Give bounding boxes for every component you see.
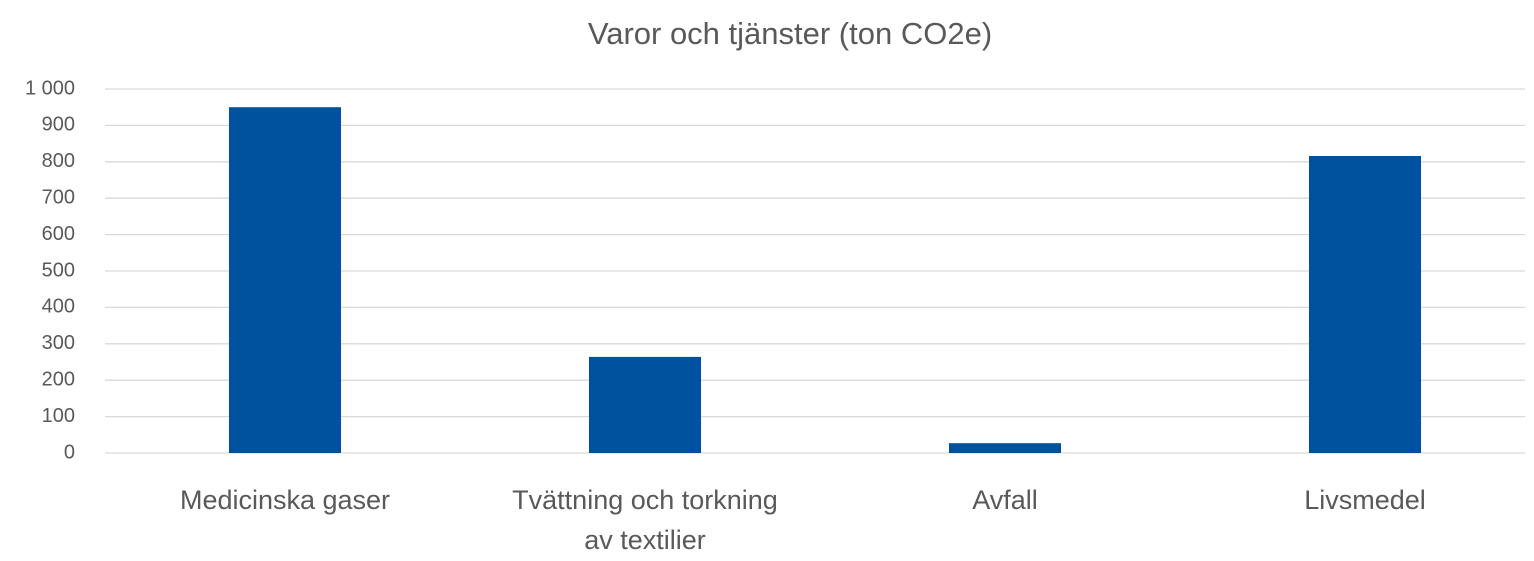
- y-tick-label: 300: [42, 332, 75, 354]
- y-tick-label: 0: [64, 441, 75, 463]
- y-tick-label: 700: [42, 186, 75, 208]
- y-tick-label: 400: [42, 296, 75, 318]
- x-tick-label: Livsmedel: [1304, 485, 1426, 515]
- y-tick-label: 500: [42, 259, 75, 281]
- bar: [229, 107, 341, 453]
- x-tick-label: Tvättning och torkning av textilier: [512, 485, 778, 555]
- bar: [949, 443, 1061, 453]
- bar: [1309, 155, 1421, 453]
- y-tick-label: 900: [42, 114, 75, 136]
- y-tick-label: 200: [42, 368, 75, 390]
- bar: [589, 356, 701, 453]
- y-tick-label: 1 000: [25, 77, 75, 99]
- y-tick-label: 100: [42, 405, 75, 427]
- y-tick-label: 800: [42, 150, 75, 172]
- x-tick-label: Avfall: [972, 485, 1038, 515]
- y-tick-label: 600: [42, 223, 75, 245]
- chart-title: Varor och tjänster (ton CO2e): [588, 16, 992, 51]
- x-tick-label: Medicinska gaser: [179, 485, 391, 515]
